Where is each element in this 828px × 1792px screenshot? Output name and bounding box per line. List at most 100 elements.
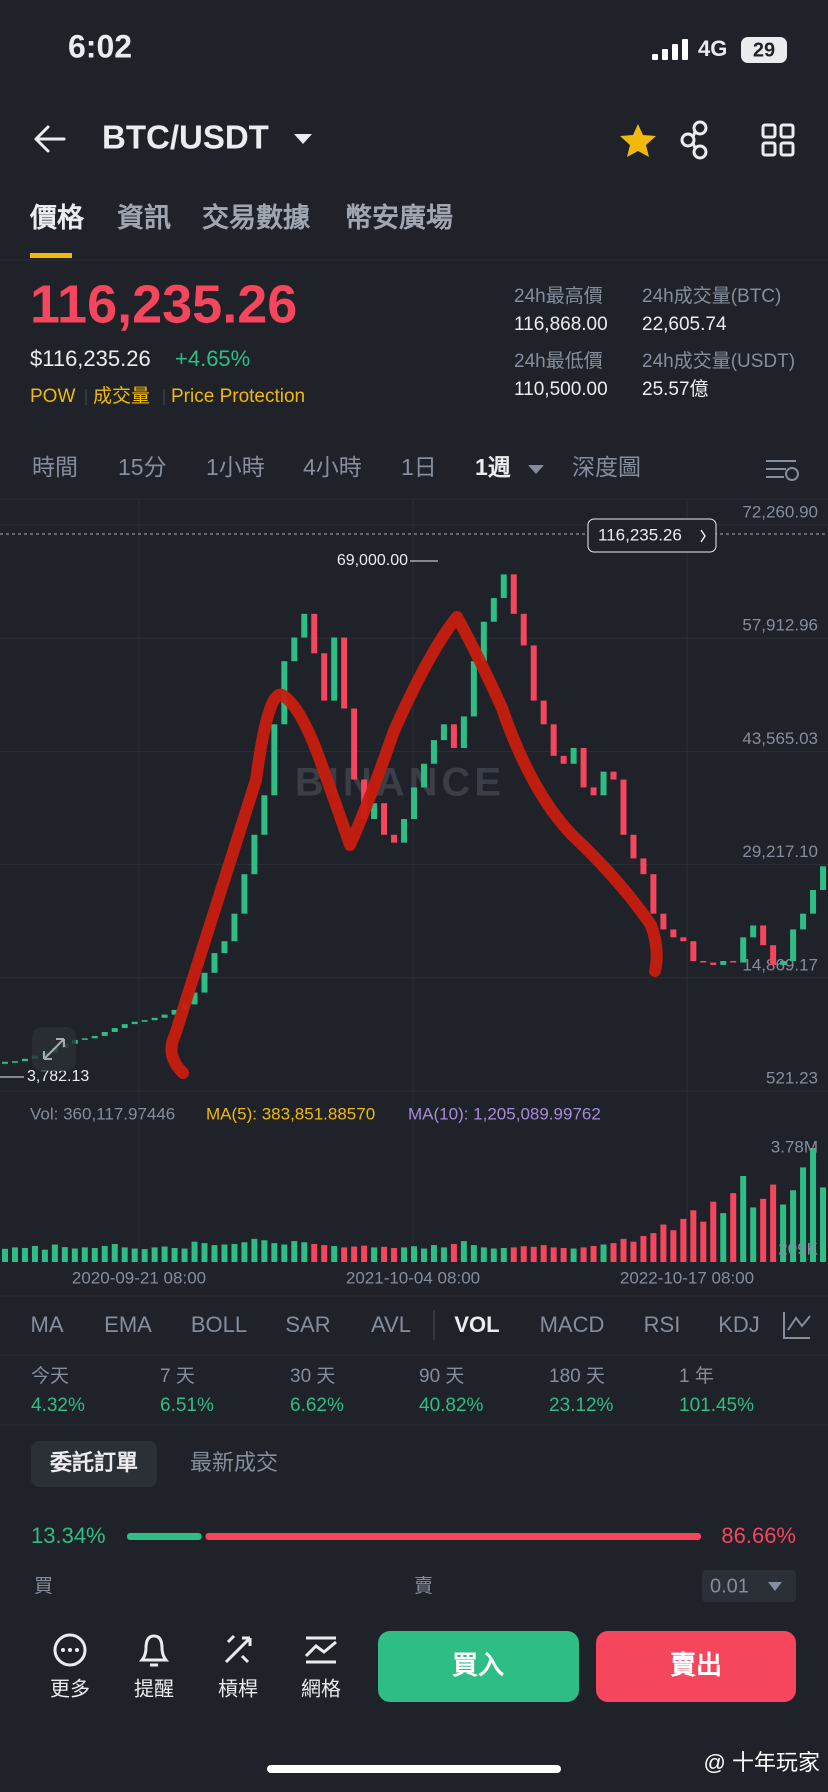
pair-dropdown[interactable]: [294, 134, 312, 144]
indicator-settings-icon[interactable]: [783, 1312, 811, 1339]
tab[interactable]: 交易數據: [202, 202, 311, 233]
x-tick-label: 2020-09-21 08:00: [72, 1268, 206, 1287]
candle: [101, 1031, 108, 1036]
buy-ratio: 13.34%: [31, 1523, 106, 1548]
chart: BINANCE521.2314,869.1729,217.1043,565.03…: [0, 500, 828, 1287]
volume-bar: [261, 1240, 268, 1262]
candle: [680, 937, 687, 942]
back-button[interactable]: [34, 125, 66, 153]
interval-tab[interactable]: 深度圖: [572, 454, 641, 480]
fullscreen-icon: [43, 1038, 65, 1060]
candle: [600, 771, 607, 796]
pair-title[interactable]: BTC/USDT: [102, 119, 269, 156]
volume-bar: [381, 1246, 388, 1262]
sell-button[interactable]: [596, 1631, 796, 1702]
indicator-tab[interactable]: EMA: [104, 1312, 152, 1337]
indicator-tab[interactable]: KDJ: [718, 1312, 760, 1337]
volume-bar: [620, 1238, 627, 1262]
candle: [780, 960, 787, 965]
candle: [500, 574, 507, 599]
indicator-tab[interactable]: BOLL: [191, 1312, 247, 1337]
indicator-tab[interactable]: AVL: [371, 1312, 411, 1337]
volume-bar: [81, 1247, 88, 1262]
favorite-star[interactable]: [620, 124, 656, 157]
layout-icon[interactable]: [761, 123, 795, 157]
perf-label: 今天: [31, 1365, 69, 1387]
interval-tab[interactable]: 1日: [401, 454, 437, 480]
volume-tick-label: 209K: [778, 1239, 818, 1258]
candle: [291, 637, 298, 662]
volume-bar: [331, 1245, 338, 1262]
sell-ratio: 86.66%: [721, 1523, 796, 1548]
volume-bar: [211, 1245, 218, 1262]
order-tab[interactable]: 最新成交: [190, 1450, 278, 1475]
volume-bar: [291, 1241, 298, 1262]
candle: [11, 1061, 18, 1063]
indicator-tab[interactable]: MACD: [540, 1312, 605, 1337]
tab[interactable]: 價格: [29, 203, 85, 233]
volume-bar: [241, 1242, 248, 1262]
interval-tab[interactable]: 4小時: [303, 454, 362, 480]
interval-tab[interactable]: 1週: [475, 454, 511, 480]
high-label: 69,000.00: [337, 552, 408, 569]
candle: [111, 1028, 118, 1032]
interval-dropdown[interactable]: [528, 465, 544, 474]
interval-tab[interactable]: 15分: [118, 454, 167, 480]
candle: [171, 1009, 178, 1015]
perf-label: 180 天: [549, 1366, 605, 1387]
precision-select[interactable]: [702, 1570, 796, 1602]
candle: [411, 787, 417, 819]
interval-tab[interactable]: 1小時: [206, 454, 265, 480]
stat-label: 24h最高價: [514, 285, 603, 307]
volume-bar: [800, 1167, 807, 1262]
candle: [660, 913, 667, 930]
buy-button[interactable]: [378, 1631, 579, 1702]
nav-item[interactable]: 提醒: [134, 1677, 174, 1700]
share-icon[interactable]: [680, 120, 708, 160]
candle: [91, 1035, 98, 1039]
volume-bar: [490, 1248, 497, 1262]
nav-item[interactable]: 網格: [301, 1677, 341, 1700]
interval-tab[interactable]: 時間: [32, 454, 78, 480]
battery-level: 29: [753, 39, 775, 61]
candle: [231, 913, 238, 942]
candle: [650, 874, 657, 914]
volume-bar: [181, 1248, 188, 1262]
order-tab[interactable]: 委託訂單: [50, 1450, 138, 1475]
more-dots: [61, 1648, 79, 1652]
perf-value: 6.62%: [290, 1395, 344, 1416]
nav-item[interactable]: 更多: [50, 1677, 90, 1700]
volume-bar: [151, 1247, 158, 1262]
candle: [450, 724, 457, 748]
indicator-tab[interactable]: RSI: [644, 1312, 681, 1337]
indicator-tab[interactable]: SAR: [285, 1312, 330, 1337]
tab[interactable]: 資訊: [117, 202, 171, 233]
tab[interactable]: 幣安廣場: [345, 203, 453, 233]
volume-bar: [191, 1241, 198, 1262]
volume-bar: [780, 1204, 787, 1262]
candle: [530, 645, 537, 701]
volume-bar: [440, 1247, 447, 1262]
sell-ratio-bar: [205, 1533, 701, 1540]
candle: [490, 598, 497, 622]
candle: [460, 716, 467, 748]
volume-bar: [680, 1218, 687, 1262]
candle: [550, 724, 557, 756]
candle: [221, 941, 228, 954]
volume-bar: [510, 1247, 517, 1262]
candle: [570, 747, 577, 764]
candle: [21, 1058, 28, 1062]
chart-settings-icon[interactable]: [766, 460, 799, 481]
indicator-tab[interactable]: VOL: [454, 1312, 499, 1337]
volume-bar: [131, 1248, 138, 1262]
candle: [720, 960, 727, 965]
candle: [201, 972, 208, 993]
nav-item[interactable]: 槓桿: [218, 1677, 258, 1700]
price-change: +4.65%: [175, 346, 250, 371]
candle: [271, 724, 278, 796]
indicator-tab[interactable]: MA: [31, 1312, 64, 1337]
y-tick-label: 29,217.10: [742, 842, 818, 861]
volume-bar: [660, 1224, 667, 1262]
tab-underline: [30, 253, 72, 258]
volume-bar: [710, 1201, 717, 1262]
